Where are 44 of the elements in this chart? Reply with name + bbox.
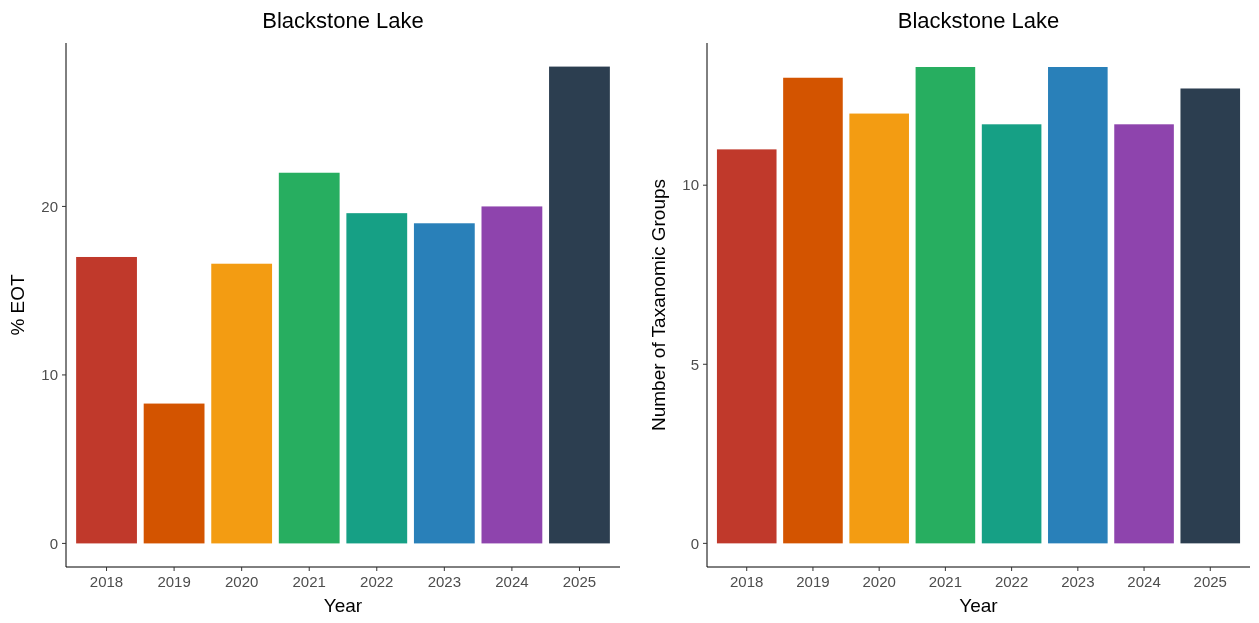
x-tick-label: 2018 (730, 573, 764, 590)
bar (849, 113, 909, 544)
x-tick-label: 2019 (157, 573, 191, 590)
bar (211, 263, 273, 544)
x-axis-title: Year (959, 595, 999, 616)
bar (783, 77, 843, 544)
bar (915, 67, 976, 544)
chart-title: Blackstone Lake (262, 8, 424, 33)
x-tick-label: 2020 (224, 573, 259, 590)
x-tick-label: 2023 (1061, 573, 1095, 590)
y-tick-label: 10 (41, 366, 58, 384)
bar (1114, 124, 1174, 544)
y-axis-title: % EOT (7, 273, 28, 336)
x-tick-label: 2019 (796, 573, 830, 590)
bar (1048, 67, 1108, 544)
y-tick-label: 20 (41, 197, 58, 215)
x-tick-label: 2024 (495, 573, 529, 590)
bar (481, 206, 543, 544)
x-tick-label: 2018 (89, 573, 124, 590)
x-tick-label: 2022 (360, 573, 394, 590)
x-tick-label: 2023 (427, 573, 462, 590)
bar (346, 213, 408, 544)
bar (76, 256, 137, 544)
x-tick-label: 2022 (994, 573, 1029, 590)
bar (278, 172, 340, 544)
y-tick-label: 0 (49, 534, 58, 552)
bar (716, 149, 777, 544)
bar (413, 223, 475, 544)
x-tick-label: 2020 (862, 573, 896, 590)
bar (549, 66, 610, 544)
y-axis-title: Number of Taxanomic Groups (648, 178, 669, 432)
x-tick-label: 2025 (562, 573, 597, 590)
x-tick-label: 2021 (928, 573, 963, 590)
bar (143, 403, 205, 544)
y-tick-label: 5 (690, 355, 699, 373)
y-tick-label: 10 (682, 176, 699, 194)
bar (1180, 88, 1241, 544)
chart-title: Blackstone Lake (897, 8, 1060, 33)
x-axis-title: Year (323, 595, 363, 616)
y-tick-label: 0 (690, 534, 699, 552)
x-tick-label: 2021 (292, 573, 326, 590)
bar (981, 124, 1042, 544)
x-tick-label: 2025 (1193, 573, 1227, 590)
x-tick-label: 2024 (1127, 573, 1161, 590)
